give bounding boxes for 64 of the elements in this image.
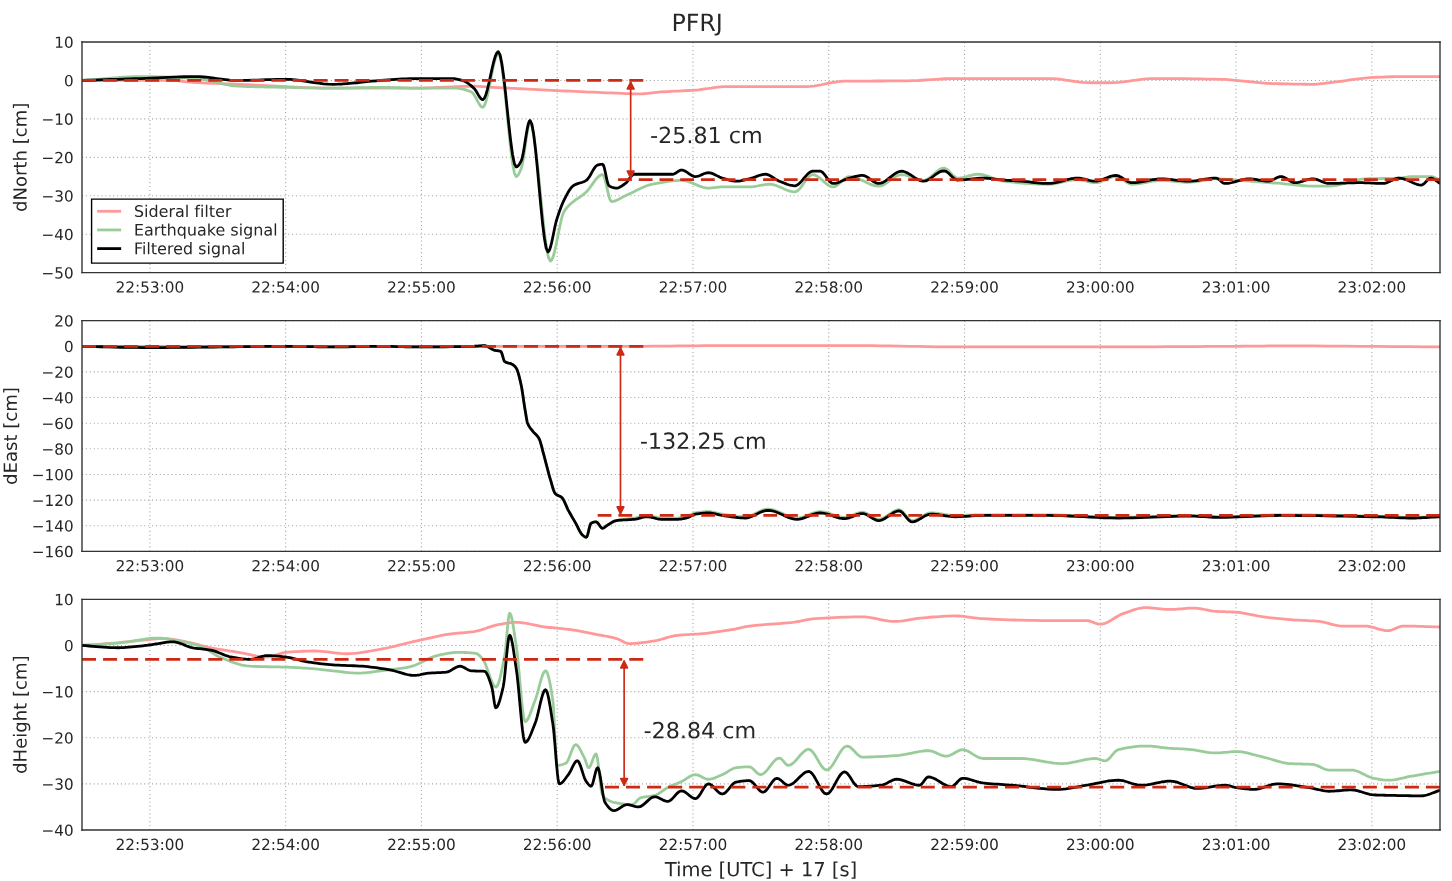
y-tick-label: −20 [43,732,73,744]
x-tick-label: 22:58:00 [795,559,863,572]
y-tick-label: −20 [43,366,73,378]
x-tick-label: 23:00:00 [1067,838,1134,851]
y-tick-label: −140 [33,520,73,532]
x-tick-label: 23:02:00 [1338,838,1406,851]
x-tick-label: 22:54:00 [252,281,319,293]
y-tick-label: −40 [43,228,73,241]
legend-label: Earthquake signal [135,223,277,239]
x-tick-label: 22:57:00 [659,281,727,293]
x-tick-label: 23:01:00 [1202,838,1270,851]
x-tick-label: 22:55:00 [388,838,455,851]
x-tick-label: 23:00:00 [1067,281,1134,293]
y-tick-label: −10 [43,113,73,125]
x-axis-title: Time [UTC] + 17 [s] [664,861,856,879]
legend-label: Filtered signal [135,242,244,258]
y-tick-label: −40 [43,392,73,404]
y-tick-label: 0 [64,340,73,353]
legend-label: Sideral filter [134,204,232,218]
y-tick-label: −20 [43,151,73,164]
x-tick-label: 23:01:00 [1202,281,1270,293]
x-tick-label: 22:56:00 [524,559,591,572]
x-tick-label: 22:57:00 [659,838,727,851]
y-tick-label: 20 [55,315,73,327]
y-tick-label: −120 [33,494,73,507]
x-tick-label: 22:53:00 [116,281,184,293]
chart-title: PFRJ [673,13,721,36]
y-tick-label: −30 [43,190,73,202]
x-tick-label: 22:56:00 [524,838,591,851]
y-tick-label: −50 [43,267,73,279]
x-tick-label: 22:58:00 [795,838,863,851]
x-tick-label: 23:01:00 [1202,559,1270,572]
x-tick-label: 23:02:00 [1338,559,1406,572]
x-tick-label: 22:54:00 [252,559,319,572]
x-tick-label: 22:59:00 [931,559,998,572]
x-tick-label: 22:53:00 [116,838,184,851]
y-tick-label: −10 [43,686,73,698]
x-tick-label: 22:58:00 [795,281,863,293]
y-tick-label: −100 [33,468,73,481]
y-tick-label: 0 [64,639,73,652]
y-axis-title: dHeight [cm] [12,656,31,773]
x-tick-label: 23:02:00 [1338,281,1406,293]
x-tick-label: 23:00:00 [1067,559,1134,572]
x-tick-label: 22:56:00 [524,281,591,293]
annotation: -25.81 cm [651,126,761,144]
annotation: -28.84 cm [644,721,755,739]
x-tick-label: 22:53:00 [116,559,184,572]
x-tick-label: 22:55:00 [388,281,455,293]
x-tick-label: 22:55:00 [388,559,455,572]
x-tick-label: 22:54:00 [252,838,319,851]
y-tick-label: −80 [43,443,73,455]
x-tick-label: 22:59:00 [931,281,998,293]
y-tick-label: −60 [43,417,73,430]
y-axis-title: dNorth [cm] [12,104,29,211]
y-tick-label: −40 [43,824,73,837]
x-tick-label: 22:59:00 [931,838,998,851]
y-tick-label: −160 [33,545,73,558]
y-tick-label: 10 [55,593,73,606]
x-tick-label: 22:57:00 [659,559,727,572]
y-tick-label: −30 [43,778,73,790]
y-tick-label: 10 [55,36,73,49]
annotation: -132.25 cm [641,432,765,450]
y-axis-title: dEast [cm] [3,388,20,484]
y-tick-label: 0 [64,74,73,87]
